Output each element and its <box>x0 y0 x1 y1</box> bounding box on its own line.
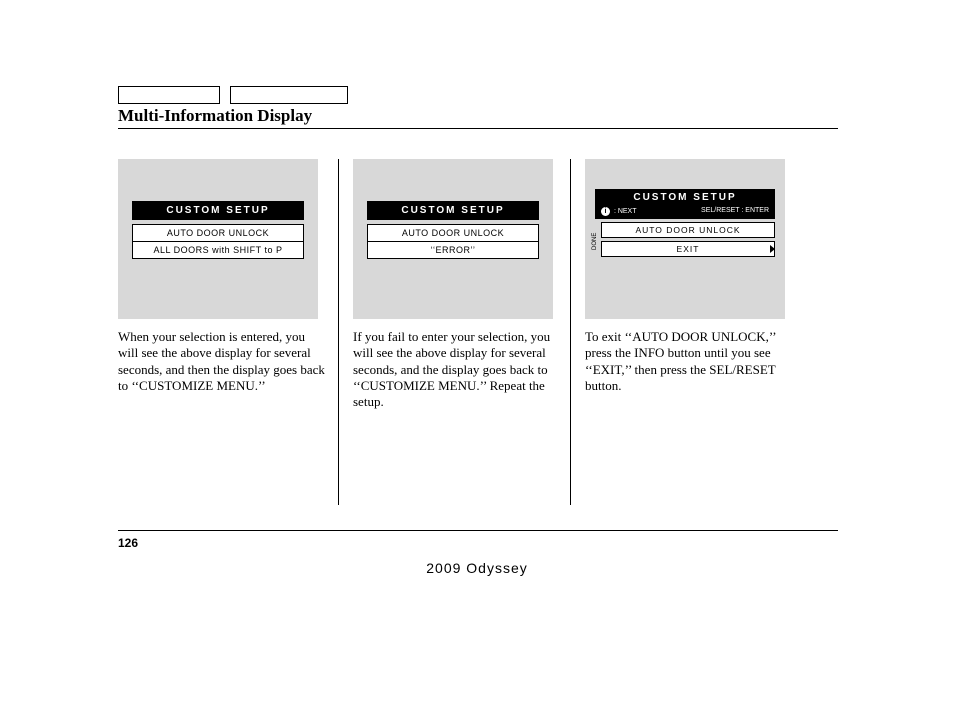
info-icon: i <box>601 207 610 216</box>
section-title: Multi-Information Display <box>118 106 838 129</box>
lcd-sub-left-text: : NEXT <box>612 208 637 215</box>
lcd-rows-wrap: DONE AUTO DOOR UNLOCK EXIT <box>595 222 775 257</box>
lcd-sub-right: SEL/RESET : ENTER <box>701 207 769 216</box>
header-tab-2 <box>230 86 348 104</box>
lcd-header: CUSTOM SETUP <box>132 201 304 220</box>
lcd-screen-3: CUSTOM SETUP i : NEXT SEL/RESET : ENTER … <box>595 189 775 257</box>
column-2: CUSTOM SETUP AUTO DOOR UNLOCK ‘‘ERROR’’ … <box>338 159 570 505</box>
lcd-screen-1: CUSTOM SETUP AUTO DOOR UNLOCK ALL DOORS … <box>132 201 304 259</box>
triangle-right-icon <box>770 245 775 253</box>
lcd-sub-left: i : NEXT <box>601 207 637 216</box>
caption-1: When your selection is entered, you will… <box>118 329 326 394</box>
display-panel-3: CUSTOM SETUP i : NEXT SEL/RESET : ENTER … <box>585 159 785 319</box>
lcd-row-text: EXIT <box>677 244 700 254</box>
lcd-subheader: i : NEXT SEL/RESET : ENTER <box>595 205 775 219</box>
lcd-row: ‘‘ERROR’’ <box>367 241 539 259</box>
footer-model: 2009 Odyssey <box>0 560 954 576</box>
lcd-header: CUSTOM SETUP <box>367 201 539 220</box>
display-panel-1: CUSTOM SETUP AUTO DOOR UNLOCK ALL DOORS … <box>118 159 318 319</box>
content-columns: CUSTOM SETUP AUTO DOOR UNLOCK ALL DOORS … <box>118 159 838 505</box>
header-tab-1 <box>118 86 220 104</box>
caption-3: To exit ‘‘AUTO DOOR UNLOCK,’’ press the … <box>585 329 790 394</box>
header-tabs <box>118 86 838 104</box>
column-3: CUSTOM SETUP i : NEXT SEL/RESET : ENTER … <box>570 159 802 505</box>
caption-2: If you fail to enter your selection, you… <box>353 329 558 410</box>
page-number: 126 <box>118 536 138 550</box>
lcd-row: AUTO DOOR UNLOCK <box>367 224 539 242</box>
lcd-row: ALL DOORS with SHIFT to P <box>132 241 304 259</box>
footer-rule <box>118 530 838 531</box>
lcd-header: CUSTOM SETUP <box>595 189 775 206</box>
lcd-screen-2: CUSTOM SETUP AUTO DOOR UNLOCK ‘‘ERROR’’ <box>367 201 539 259</box>
display-panel-2: CUSTOM SETUP AUTO DOOR UNLOCK ‘‘ERROR’’ <box>353 159 553 319</box>
side-label: DONE <box>592 233 598 250</box>
lcd-row: AUTO DOOR UNLOCK <box>132 224 304 242</box>
column-1: CUSTOM SETUP AUTO DOOR UNLOCK ALL DOORS … <box>118 159 338 505</box>
manual-page: Multi-Information Display CUSTOM SETUP A… <box>118 86 838 505</box>
lcd-row: AUTO DOOR UNLOCK <box>601 222 775 238</box>
lcd-row-exit: EXIT <box>601 241 775 257</box>
